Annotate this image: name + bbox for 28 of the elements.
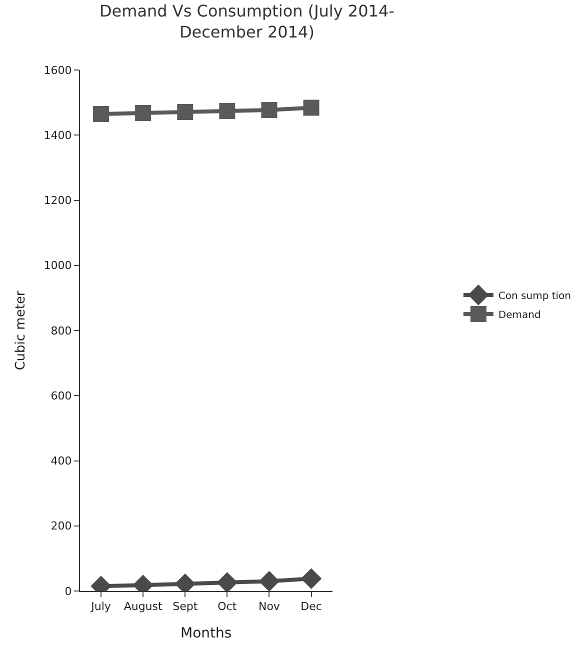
y-tick-label: 400	[50, 454, 72, 468]
y-tick-label: 0	[64, 584, 72, 598]
y-tick-label: 1200	[44, 194, 72, 208]
y-axis-title: Cubic meter	[14, 290, 29, 370]
y-tick-label: 600	[50, 389, 72, 402]
point	[261, 102, 278, 118]
y-tick-label: 1600	[44, 64, 72, 77]
point	[303, 100, 320, 116]
point	[135, 104, 152, 121]
x-tick-label: July	[90, 600, 112, 614]
y-tick-label: 1000	[44, 259, 72, 272]
x-tick-label: Oct	[218, 600, 238, 614]
x-tick-label: Sept	[172, 600, 198, 614]
x-tick-label: Dec	[300, 600, 322, 614]
legend-label: Demand	[498, 310, 541, 321]
y-tick-label: 800	[50, 324, 72, 338]
point	[216, 572, 238, 591]
point	[219, 103, 236, 120]
x-tick-label: August	[124, 600, 163, 614]
point	[177, 104, 194, 120]
point	[93, 106, 110, 122]
x-axis-title: Months	[180, 626, 232, 642]
y-tick-label: 1400	[44, 128, 72, 142]
x-tick-label: Nov	[258, 600, 280, 614]
point	[258, 570, 280, 591]
y-tick-label: 200	[50, 520, 72, 533]
chart-title: Demand Vs Consumption (July 2014- December 2014)	[99, 2, 394, 42]
legend-label: Con sump tion	[498, 290, 572, 302]
